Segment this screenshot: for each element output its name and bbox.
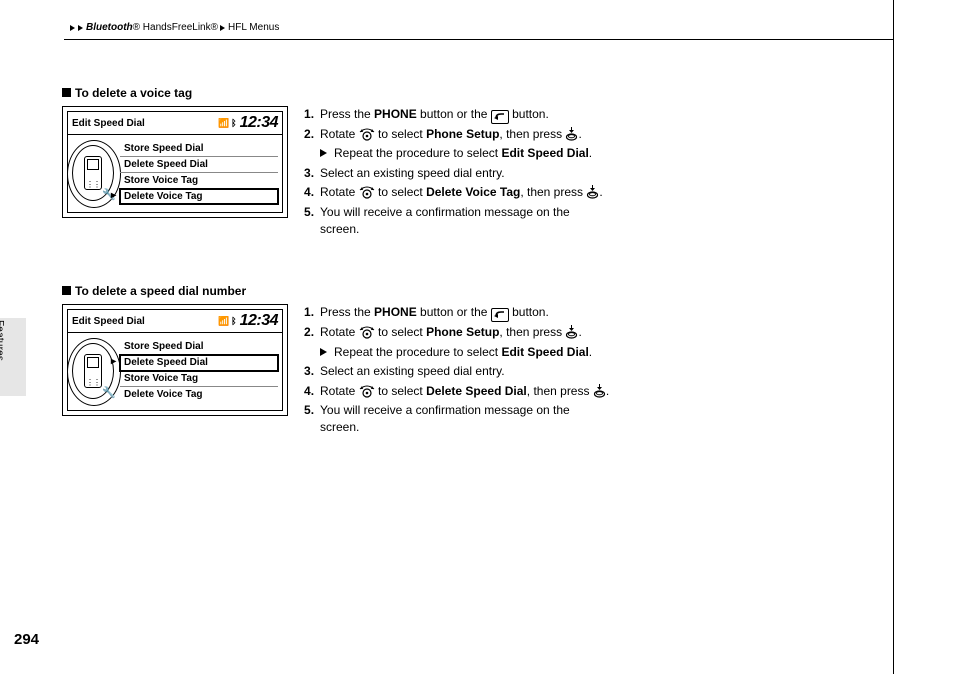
wrench-icon: 🔧: [102, 386, 116, 399]
screen-titlebar: Edit Speed Dial 📶 ᛒ 12:34: [68, 310, 282, 333]
instruction-step: Rotate to select Phone Setup, then press…: [304, 126, 612, 163]
section-heading: To delete a voice tag: [62, 86, 612, 100]
menu-item: Delete Speed Dial: [120, 157, 278, 173]
instruction-step: Select an existing speed dial entry.: [304, 165, 612, 182]
menu-item: Delete Speed Dial: [120, 355, 278, 371]
instruction-step: Rotate to select Delete Voice Tag, then …: [304, 184, 612, 201]
menu-list: Store Speed DialDelete Speed DialStore V…: [120, 339, 278, 402]
instruction-substep: Repeat the procedure to select Edit Spee…: [320, 344, 612, 361]
instruction-substep: Repeat the procedure to select Edit Spee…: [320, 145, 612, 162]
instruction-step: Press the PHONE button or the button.: [304, 304, 612, 322]
back-button-icon: [491, 110, 509, 124]
rotate-dial-icon: [359, 326, 375, 339]
back-button-icon: [491, 308, 509, 322]
screen-status: 📶 ᛒ 12:34: [218, 312, 278, 330]
screen-titlebar: Edit Speed Dial 📶 ᛒ 12:34: [68, 112, 282, 135]
breadcrumb: Bluetooth® HandsFreeLink® HFL Menus: [70, 22, 279, 33]
menu-item: Delete Voice Tag: [120, 189, 278, 204]
instruction-step: You will receive a confirmation message …: [304, 204, 612, 239]
triangle-icon: [220, 25, 225, 31]
clock: 12:34: [240, 114, 278, 132]
clock: 12:34: [240, 312, 278, 330]
handset-icon: [84, 354, 102, 388]
divider: [893, 0, 894, 674]
section-block: Edit Speed Dial 📶 ᛒ 12:34 🔧 Store Speed …: [62, 106, 612, 240]
instruction-step: You will receive a confirmation message …: [304, 402, 612, 437]
square-bullet-icon: [62, 286, 71, 295]
screen-title: Edit Speed Dial: [72, 118, 145, 129]
menu-list: Store Speed DialDelete Speed DialStore V…: [120, 141, 278, 204]
section-heading: To delete a speed dial number: [62, 284, 612, 298]
breadcrumb-text: HFL Menus: [228, 22, 279, 33]
screen-title: Edit Speed Dial: [72, 316, 145, 327]
instruction-step: Rotate to select Delete Speed Dial, then…: [304, 383, 612, 400]
signal-icon: 📶: [218, 118, 228, 129]
bluetooth-icon: ᛒ: [231, 316, 236, 326]
phone-setup-icon: 🔧: [72, 343, 114, 399]
rotate-dial-icon: [359, 186, 375, 199]
handset-icon: [84, 156, 102, 190]
phone-setup-icon: 🔧: [72, 145, 114, 201]
press-button-icon: [565, 127, 578, 141]
triangle-icon: [78, 25, 83, 31]
instruction-step: Select an existing speed dial entry.: [304, 363, 612, 380]
figure-column: Edit Speed Dial 📶 ᛒ 12:34 🔧 Store Speed …: [62, 304, 288, 438]
square-bullet-icon: [62, 88, 71, 97]
screen-figure: Edit Speed Dial 📶 ᛒ 12:34 🔧 Store Speed …: [62, 106, 288, 218]
instruction-step: Rotate to select Phone Setup, then press…: [304, 324, 612, 361]
text-column: Press the PHONE button or the button. Ro…: [304, 304, 612, 438]
bluetooth-icon: ᛒ: [231, 118, 236, 128]
screen-figure: Edit Speed Dial 📶 ᛒ 12:34 🔧 Store Speed …: [62, 304, 288, 416]
section-block: Edit Speed Dial 📶 ᛒ 12:34 🔧 Store Speed …: [62, 304, 612, 438]
instruction-step: Press the PHONE button or the button.: [304, 106, 612, 124]
figure-column: Edit Speed Dial 📶 ᛒ 12:34 🔧 Store Speed …: [62, 106, 288, 240]
breadcrumb-text: Bluetooth® HandsFreeLink®: [86, 22, 218, 33]
text-column: Press the PHONE button or the button. Ro…: [304, 106, 612, 240]
divider: [64, 39, 894, 40]
page-number: 294: [14, 631, 39, 648]
menu-item: Store Voice Tag: [120, 371, 278, 387]
rotate-dial-icon: [359, 385, 375, 398]
triangle-icon: [70, 25, 75, 31]
menu-item: Store Voice Tag: [120, 173, 278, 189]
rotate-dial-icon: [359, 128, 375, 141]
press-button-icon: [586, 185, 599, 199]
screen-status: 📶 ᛒ 12:34: [218, 114, 278, 132]
press-button-icon: [565, 325, 578, 339]
instruction-list: Press the PHONE button or the button. Ro…: [304, 304, 612, 436]
menu-item: Store Speed Dial: [120, 339, 278, 355]
press-button-icon: [593, 384, 606, 398]
side-tab-label: Features: [0, 320, 5, 361]
menu-item: Delete Voice Tag: [120, 387, 278, 402]
signal-icon: 📶: [218, 316, 228, 327]
instruction-list: Press the PHONE button or the button. Ro…: [304, 106, 612, 238]
menu-item: Store Speed Dial: [120, 141, 278, 157]
